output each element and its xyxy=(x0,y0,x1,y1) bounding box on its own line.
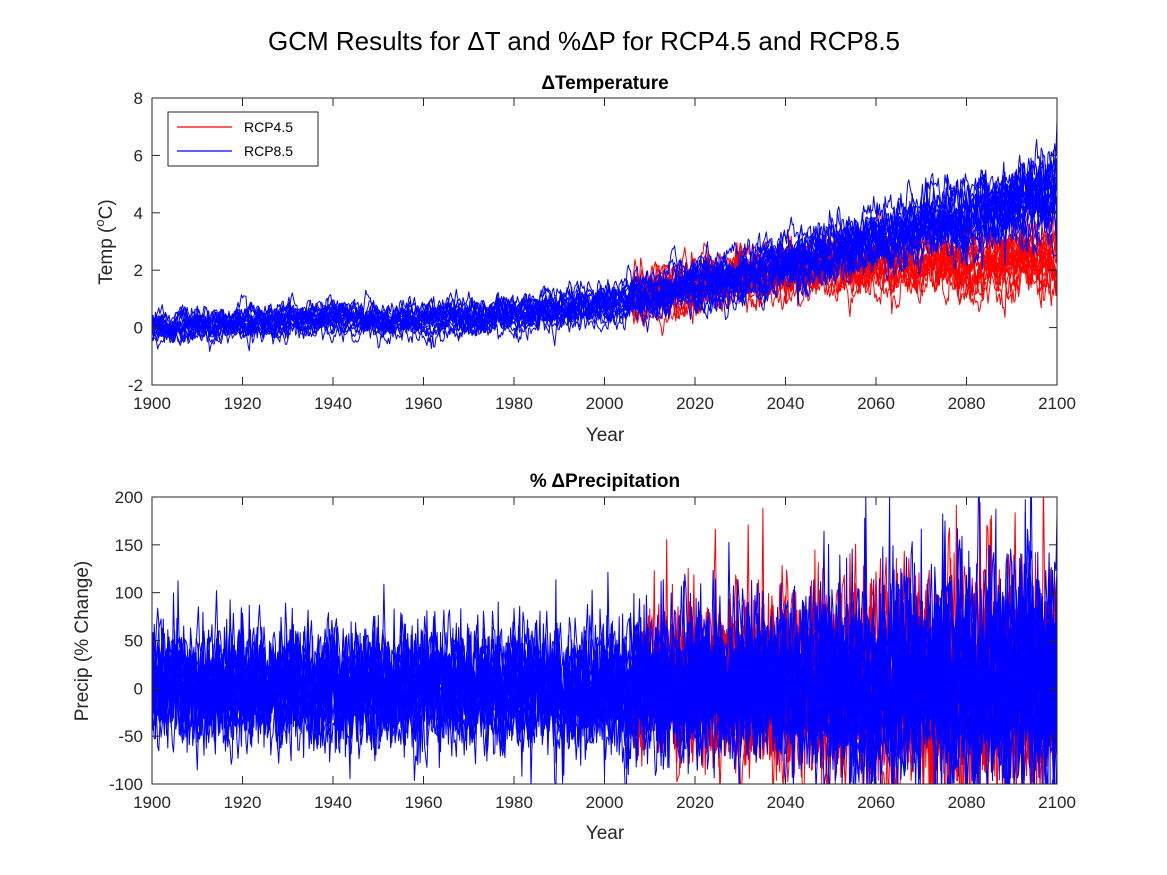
precipitation-y-tick-label: 0 xyxy=(134,679,143,698)
precipitation-y-tick-label: 150 xyxy=(115,536,143,555)
temperature-lines xyxy=(152,120,1057,352)
temperature-x-tick-label: 2040 xyxy=(767,394,805,413)
temperature-x-tick-label: 2100 xyxy=(1038,394,1076,413)
temperature-panel: ΔTemperature 1900 1920 1940 1960 1980 2000 202… xyxy=(92,73,1076,446)
precipitation-y-tick-label: 50 xyxy=(124,632,143,651)
precipitation-y-tick-label: -100 xyxy=(109,775,143,794)
precipitation-x-tick-label: 1900 xyxy=(133,793,171,812)
legend: RCP4.5 RCP8.5 xyxy=(167,111,319,167)
precipitation-x-tick-label: 2080 xyxy=(948,793,986,812)
precipitation-y-tick-label: -50 xyxy=(118,727,143,746)
precipitation-lines xyxy=(152,497,1057,784)
precipitation-x-tick-label: 1920 xyxy=(224,793,262,812)
temperature-rcp85-member-line xyxy=(152,171,1057,345)
temperature-y-tick-label: 6 xyxy=(134,146,143,165)
precipitation-x-tick-label: 2100 xyxy=(1038,793,1076,812)
precipitation-x-label: Year xyxy=(586,823,625,844)
legend-label-rcp45: RCP4.5 xyxy=(244,119,293,135)
precipitation-rcp85-member-line xyxy=(152,582,1057,783)
temperature-x-label: Year xyxy=(586,425,625,446)
precipitation-x-tick-label: 2040 xyxy=(767,793,805,812)
precipitation-x-tick-label: 1960 xyxy=(405,793,443,812)
legend-label-rcp85: RCP8.5 xyxy=(244,143,293,159)
legend-box xyxy=(167,111,319,167)
temperature-y-tick-label: 8 xyxy=(134,89,143,108)
temperature-y-tick-label: 0 xyxy=(134,319,143,338)
temperature-rcp85-member-line xyxy=(152,154,1057,339)
temperature-x-tick-label: 2020 xyxy=(676,394,714,413)
precipitation-x-tick-label: 2000 xyxy=(586,793,624,812)
precipitation-rcp85-member-line xyxy=(152,497,1057,784)
temperature-y-tick-label: 4 xyxy=(134,204,143,223)
temperature-y-tick-label: -2 xyxy=(128,376,143,395)
precipitation-y-tick-label: 200 xyxy=(115,488,143,507)
temperature-ticks: 1900 1920 1940 1960 1980 2000 2020 2040 2060 2080… xyxy=(128,89,1076,413)
temperature-x-tick-label: 1940 xyxy=(314,394,352,413)
temperature-x-tick-label: 1900 xyxy=(133,394,171,413)
precipitation-y-label: Precip (% Change) xyxy=(72,561,93,722)
temperature-x-tick-label: 1960 xyxy=(405,394,443,413)
temperature-x-tick-label: 2080 xyxy=(948,394,986,413)
temperature-rcp85-member-line xyxy=(152,143,1057,347)
temperature-x-tick-label: 1920 xyxy=(224,394,262,413)
temperature-x-tick-label: 2000 xyxy=(586,394,624,413)
precipitation-y-tick-label: 100 xyxy=(115,584,143,603)
temperature-x-tick-label: 1980 xyxy=(495,394,533,413)
figure-title: GCM Results for ΔT and %ΔP for RCP4.5 an… xyxy=(268,26,900,56)
precipitation-x-tick-label: 2020 xyxy=(676,793,714,812)
temperature-rcp85-member-line xyxy=(152,171,1057,343)
precipitation-x-tick-label: 1940 xyxy=(314,793,352,812)
temperature-rcp85-member-line xyxy=(152,165,1057,343)
temperature-x-tick-label: 2060 xyxy=(857,394,895,413)
temperature-panel-title: ΔTemperature xyxy=(541,73,668,94)
temperature-y-label: Temp (oC) xyxy=(92,199,117,284)
precipitation-panel: % ΔPrecipitation 1900 1920 1940 1960 1980 200… xyxy=(72,471,1076,844)
temperature-y-tick-label: 2 xyxy=(134,261,143,280)
precipitation-panel-title: % ΔPrecipitation xyxy=(530,471,680,492)
precipitation-ticks: 1900 1920 1940 1960 1980 2000 2020 2040 2060 2080… xyxy=(109,488,1076,812)
precipitation-x-tick-label: 2060 xyxy=(857,793,895,812)
precipitation-x-tick-label: 1980 xyxy=(495,793,533,812)
